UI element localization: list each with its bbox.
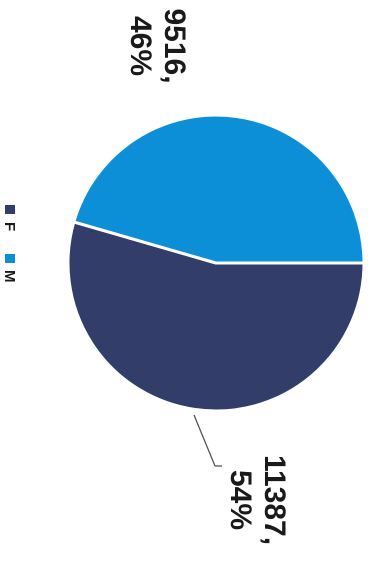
pie-slice-f bbox=[66, 220, 366, 413]
leader-line-f bbox=[193, 414, 216, 467]
legend-swatch-f bbox=[5, 205, 15, 214]
legend-label-m: M bbox=[1, 270, 18, 283]
data-label-f-percent: 54% bbox=[224, 470, 257, 530]
legend-swatch-m bbox=[5, 254, 15, 263]
legend-label-f: F bbox=[1, 222, 18, 231]
legend: F M bbox=[1, 205, 18, 283]
data-label-f-value: 11387, bbox=[258, 455, 291, 545]
pie-slices bbox=[66, 113, 366, 413]
pie-slice-m bbox=[71, 113, 366, 265]
data-label-m-percent: 46% bbox=[124, 16, 157, 76]
data-label-m-value: 9516, bbox=[158, 8, 191, 83]
